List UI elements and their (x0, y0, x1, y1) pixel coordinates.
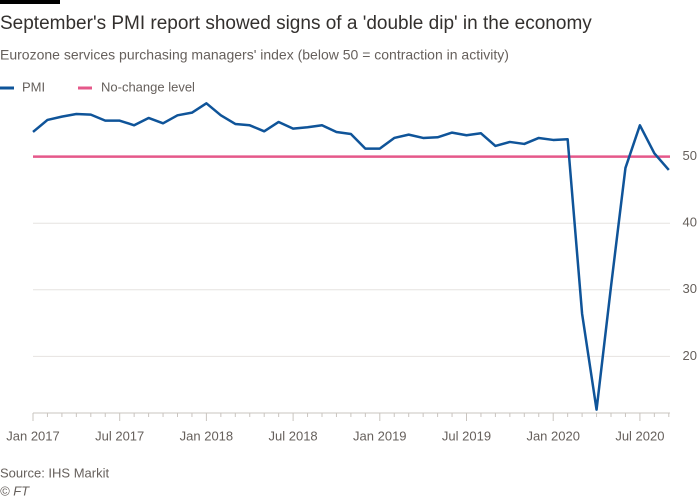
x-tick-label: Jan 2019 (353, 428, 407, 443)
credit: © FT (0, 483, 30, 498)
x-tick-label: Jul 2020 (615, 428, 664, 443)
y-tick-label: 40 (683, 215, 697, 230)
y-tick-label: 50 (683, 148, 697, 163)
x-tick-label: Jan 2020 (526, 428, 580, 443)
chart-title: September's PMI report showed signs of a… (0, 13, 592, 34)
x-tick-label: Jul 2019 (442, 428, 491, 443)
y-tick-label: 20 (683, 348, 697, 363)
pmi-line (32, 102, 670, 411)
x-tick-label: Jan 2018 (180, 428, 234, 443)
x-tick-label: Jan 2017 (6, 428, 60, 443)
source: Source: IHS Markit (0, 465, 109, 480)
brand-bar (0, 0, 60, 4)
chart-subtitle: Eurozone services purchasing managers' i… (0, 47, 509, 63)
x-tick-label: Jul 2018 (269, 428, 318, 443)
legend-label: PMI (22, 79, 45, 94)
y-tick-label: 30 (683, 281, 697, 296)
legend-label: No-change level (101, 79, 195, 94)
x-tick-label: Jul 2017 (95, 428, 144, 443)
